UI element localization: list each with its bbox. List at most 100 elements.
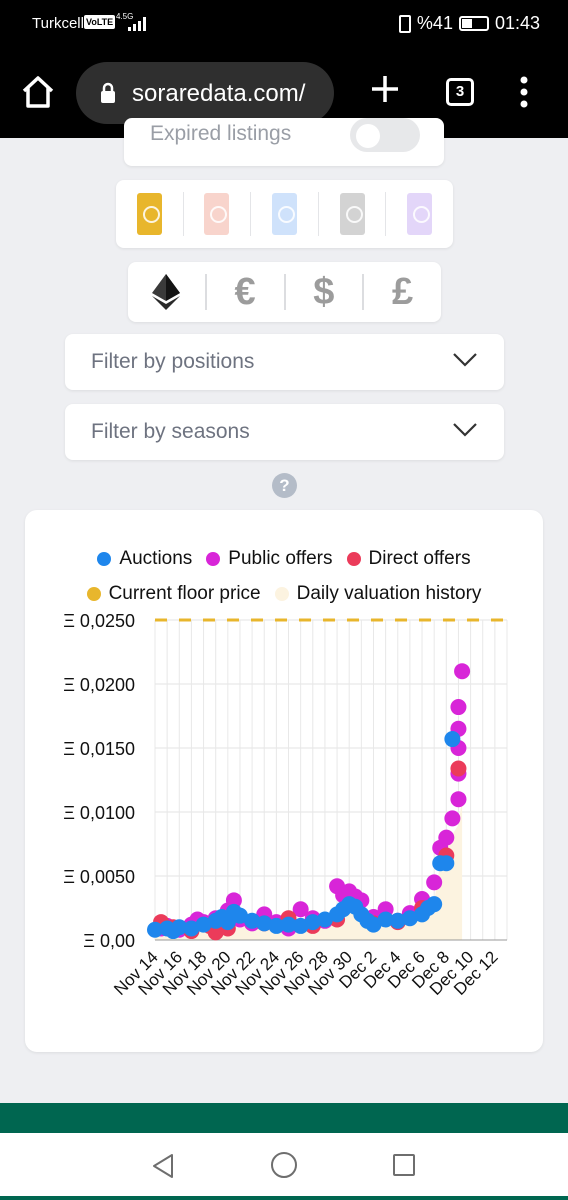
data-point-auctions [426, 896, 443, 913]
carrier-name: Turkcell [32, 15, 84, 32]
rarity-option-unique[interactable] [319, 192, 387, 236]
volte-badge: VoLTE [84, 15, 116, 29]
legend-label: Daily valuation history [296, 583, 482, 604]
legend-current-floor-price[interactable]: Current floor price [86, 583, 261, 605]
expired-listings-toggle[interactable] [350, 118, 420, 152]
footer-bar [0, 1103, 568, 1133]
data-point-public-offers [225, 892, 242, 909]
currency-option-usd[interactable]: $ [286, 271, 365, 313]
rarity-option-rare[interactable] [184, 192, 252, 236]
legend-dot [346, 552, 361, 566]
data-point-auctions [280, 916, 297, 933]
data-point-auctions [292, 917, 309, 934]
legend-label: Public offers [228, 548, 333, 569]
data-point-auctions [171, 919, 188, 936]
data-point-public-offers [450, 791, 467, 808]
legend-label: Current floor price [108, 583, 261, 604]
rarity-option-super-rare[interactable] [251, 192, 319, 236]
data-point-auctions [256, 915, 273, 932]
data-point-auctions [195, 916, 212, 933]
legend-dot [274, 587, 289, 601]
positions-filter-label: Filter by positions [91, 350, 255, 373]
battery-percent: %41 [416, 13, 453, 33]
currency-selector: € $ £ [128, 262, 441, 322]
data-point-auctions [438, 855, 455, 872]
positions-filter-dropdown[interactable]: Filter by positions [65, 334, 504, 390]
y-tick-label: Ξ 0,0050 [63, 867, 135, 887]
data-point-auctions [147, 921, 163, 938]
chart-legend-row-2: Current floor price Daily valuation hist… [25, 583, 543, 605]
data-point-public-offers [444, 810, 461, 827]
data-point-auctions [389, 912, 406, 929]
data-point-public-offers [438, 829, 455, 846]
data-point-public-offers [426, 874, 443, 891]
home-icon[interactable] [20, 74, 56, 110]
chevron-down-icon [453, 423, 477, 437]
card-icon [407, 193, 433, 235]
seasons-filter-label: Filter by seasons [91, 420, 250, 443]
legend-dot [97, 552, 112, 566]
expired-listings-row: Expired listings [124, 118, 444, 166]
toggle-knob [356, 124, 380, 148]
recent-apps-icon[interactable] [393, 1154, 415, 1176]
daily-valuation-area [155, 799, 463, 940]
data-point-auctions [444, 731, 461, 748]
card-icon [136, 193, 162, 235]
rarity-option-custom[interactable] [386, 192, 453, 236]
network-type: 4.5G [116, 12, 134, 21]
price-chart-card: Auctions Public offers Direct offers Cur… [25, 510, 543, 1052]
ethereum-icon [152, 274, 181, 310]
overflow-menu-icon[interactable] [516, 74, 532, 110]
y-tick-label: Ξ 0,0150 [63, 739, 135, 759]
data-point-public-offers [450, 699, 467, 716]
price-chart: Ξ 0,00 Ξ 0,0050 Ξ 0,0100 Ξ 0,0150 Ξ 0,0200 Ξ … [63, 611, 508, 999]
data-point-public-offers [454, 663, 471, 680]
chart-legend-row-1: Auctions Public offers Direct offers [25, 548, 543, 570]
expired-listings-label: Expired listings [150, 122, 292, 145]
data-point-auctions [316, 911, 333, 928]
status-bar: Turkcell VoLTE 4.5G %41 01:43 [0, 0, 568, 50]
legend-daily-valuation-history[interactable]: Daily valuation history [274, 583, 482, 605]
tab-switcher-button[interactable]: 3 [446, 78, 474, 106]
seasons-filter-dropdown[interactable]: Filter by seasons [65, 404, 504, 460]
help-icon[interactable]: ? [272, 473, 297, 498]
chevron-down-icon [453, 353, 477, 367]
data-point-auctions [183, 920, 200, 937]
card-icon [204, 193, 230, 235]
y-tick-label: Ξ 0,0200 [63, 675, 135, 695]
legend-auctions[interactable]: Auctions [97, 548, 192, 570]
data-point-auctions [304, 914, 321, 931]
y-tick-label: Ξ 0,0100 [63, 803, 135, 823]
currency-option-eur[interactable]: € [207, 271, 286, 313]
data-point-auctions [401, 910, 418, 927]
data-point-direct-offers [207, 924, 224, 941]
legend-direct-offers[interactable]: Direct offers [346, 548, 471, 570]
data-point-auctions [268, 917, 285, 934]
legend-public-offers[interactable]: Public offers [206, 548, 333, 570]
legend-label: Auctions [119, 548, 193, 569]
rarity-option-limited[interactable] [116, 192, 184, 236]
legend-dot [206, 552, 221, 566]
url-text: soraredata.com/ [132, 80, 306, 107]
legend-dot [86, 587, 101, 601]
data-point-auctions [365, 916, 382, 933]
legend-label: Direct offers [368, 548, 471, 569]
vibrate-icon [398, 14, 411, 33]
back-icon[interactable] [150, 1153, 176, 1179]
clock: 01:43 [494, 13, 540, 33]
currency-option-gbp[interactable]: £ [392, 270, 414, 313]
home-circle-icon[interactable] [271, 1152, 297, 1178]
data-point-public-offers [292, 901, 309, 918]
data-point-auctions [244, 912, 261, 929]
lock-icon [101, 82, 115, 103]
card-icon [271, 193, 297, 235]
address-bar[interactable]: soraredata.com/ [76, 62, 334, 124]
data-point-auctions [377, 911, 394, 928]
y-tick-label: Ξ 0,00 [83, 931, 135, 951]
card-icon [339, 193, 365, 235]
currency-option-eth[interactable] [128, 274, 207, 310]
y-tick-label: Ξ 0,0250 [63, 611, 135, 631]
system-navigation-bar [0, 1133, 568, 1200]
data-point-direct-offers [450, 760, 467, 777]
new-tab-icon[interactable] [368, 72, 402, 106]
